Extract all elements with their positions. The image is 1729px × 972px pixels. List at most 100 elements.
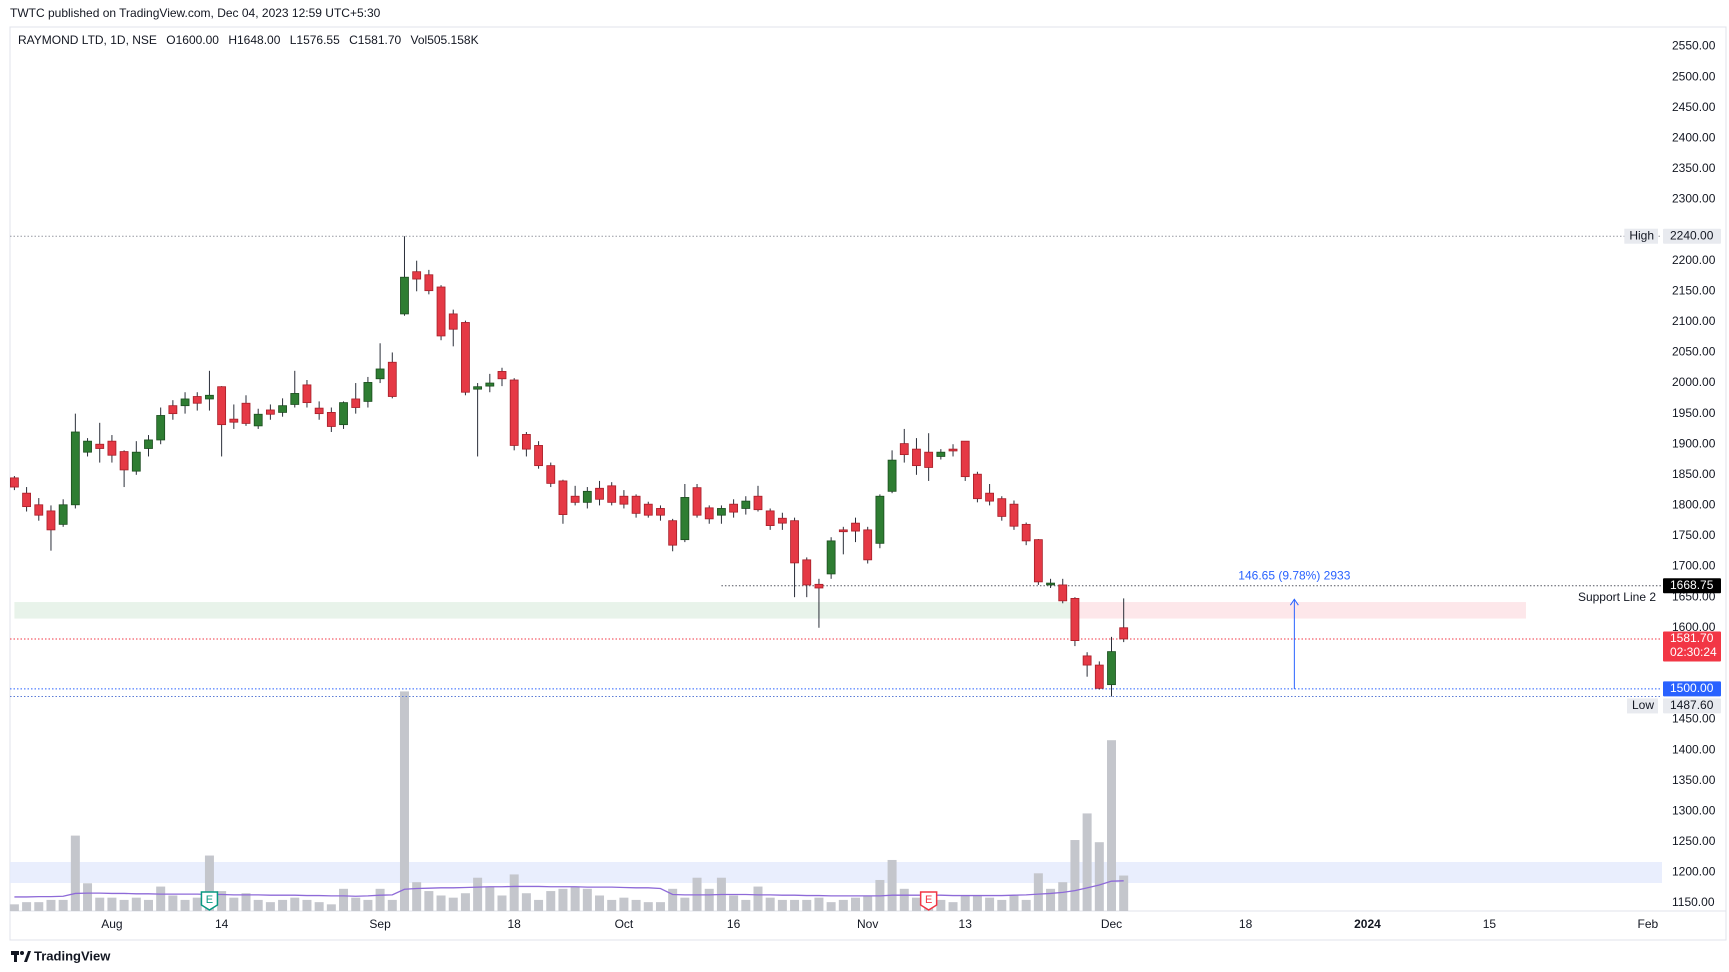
volume-bar xyxy=(119,899,129,911)
volume-bar xyxy=(387,899,397,911)
logo-part xyxy=(20,951,24,955)
volume-bar xyxy=(217,891,227,911)
volume-bar xyxy=(192,897,202,911)
volume-bar xyxy=(1082,813,1092,911)
volume-bar xyxy=(802,899,812,911)
volume-bar xyxy=(1033,873,1043,911)
volume-bar xyxy=(680,897,690,911)
volume-bar xyxy=(9,904,19,911)
volume-bar xyxy=(777,899,787,911)
candle-body xyxy=(119,451,129,471)
volume-bar xyxy=(509,874,519,911)
plot: 146.65 (9.78%) 2933 E E 2550.00 2500.00 2450.… xyxy=(9,39,1721,931)
candle-body xyxy=(802,559,812,586)
y-tick-label: 1450.00 xyxy=(1672,712,1716,726)
volume-bar xyxy=(326,904,336,911)
y-tick-label: 1950.00 xyxy=(1672,406,1716,420)
volume-bar xyxy=(156,886,166,911)
price-badge-label: 1668.75 xyxy=(1670,578,1714,592)
volume-bar xyxy=(911,897,921,911)
candle-body xyxy=(851,522,860,532)
candle-body xyxy=(46,510,56,531)
line-name: Support Line 2 xyxy=(1578,590,1656,604)
volume-bar xyxy=(546,891,556,911)
volume-bar xyxy=(70,835,80,911)
volume-bar xyxy=(899,888,909,911)
volume-bar xyxy=(22,902,32,911)
candle-body xyxy=(985,492,994,502)
y-tick-label: 1150.00 xyxy=(1672,895,1715,909)
candle-body xyxy=(863,529,873,561)
candle-body xyxy=(680,497,690,541)
candle-body xyxy=(424,274,434,292)
volume-bar xyxy=(631,899,641,911)
legend-item: O1600.00 xyxy=(166,33,219,47)
volume-bar xyxy=(948,902,958,911)
volume-bar xyxy=(339,888,349,911)
candle-body xyxy=(643,503,653,516)
candle-body xyxy=(290,393,300,405)
candle-body xyxy=(387,361,397,397)
candle-body xyxy=(363,382,373,402)
price-badge-label: 1581.70 xyxy=(1670,631,1714,645)
y-tick-label: 2400.00 xyxy=(1672,131,1716,145)
y-tick-label: 1750.00 xyxy=(1672,528,1716,542)
candle-body xyxy=(960,440,970,478)
volume-bar xyxy=(1094,842,1104,911)
candle-body xyxy=(400,276,409,315)
candle-body xyxy=(656,508,665,516)
y-tick-label: 1600.00 xyxy=(1672,620,1716,634)
volume-bar xyxy=(1009,895,1019,911)
x-tick-label: 14 xyxy=(215,917,229,931)
candle-body xyxy=(692,487,702,516)
volume-bar xyxy=(838,899,848,911)
volume-bar xyxy=(851,897,861,911)
price-badge xyxy=(1663,228,1721,244)
x-tick-label: 13 xyxy=(959,917,973,931)
volume-bar xyxy=(168,895,178,911)
volume-bar xyxy=(375,888,385,911)
volume-bar xyxy=(83,883,93,911)
volume-bar xyxy=(704,888,714,911)
footer-logo xyxy=(11,951,31,962)
price-countdown: 02:30:24 xyxy=(1670,645,1717,659)
price-badge-label: 1500.00 xyxy=(1670,681,1714,695)
volume-bar xyxy=(985,897,995,911)
candle-body xyxy=(375,368,385,380)
candle-body xyxy=(875,495,885,544)
volume-bar xyxy=(302,899,312,911)
volume-bar xyxy=(1107,740,1116,911)
candle-body xyxy=(448,313,458,330)
candle-body xyxy=(1070,597,1080,642)
volume-bar xyxy=(473,877,483,911)
logo-part xyxy=(24,951,31,962)
candle-body xyxy=(619,495,629,505)
y-tick-label: 2500.00 xyxy=(1672,69,1716,83)
candle-body xyxy=(570,495,580,503)
candle-body xyxy=(144,439,153,449)
volume-bar xyxy=(1046,888,1056,911)
event-marker xyxy=(919,891,938,911)
volume-bar xyxy=(314,902,324,911)
candle-body xyxy=(826,540,836,575)
y-tick-label: 1850.00 xyxy=(1672,467,1716,481)
candle-body xyxy=(631,495,641,514)
volume-bar xyxy=(863,895,873,911)
volume-bar xyxy=(143,899,153,911)
candle-body xyxy=(912,448,921,467)
candle-body xyxy=(95,443,105,449)
price-badge xyxy=(1663,578,1721,594)
volume-bar xyxy=(107,897,117,911)
header: TWTC published on TradingView.com, Dec 0… xyxy=(10,6,381,20)
candle-body xyxy=(924,451,934,468)
candle-body xyxy=(326,412,336,427)
candle-body xyxy=(887,459,897,492)
volume-bar xyxy=(887,859,897,911)
candle-body xyxy=(546,465,556,484)
volume-bar xyxy=(58,899,68,911)
measure-label: 146.65 (9.78%) 2933 xyxy=(1238,568,1350,582)
candle-body xyxy=(607,485,617,503)
x-tick-label: 18 xyxy=(1239,917,1253,931)
candle-body xyxy=(485,382,495,387)
